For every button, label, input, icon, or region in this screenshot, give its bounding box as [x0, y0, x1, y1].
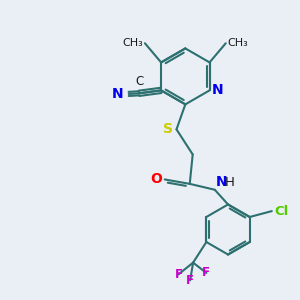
Text: N: N [112, 87, 123, 101]
Text: H: H [225, 176, 235, 189]
Text: F: F [174, 268, 182, 281]
Text: F: F [202, 266, 210, 279]
Text: Cl: Cl [274, 205, 288, 218]
Text: N: N [212, 83, 224, 98]
Text: F: F [186, 274, 194, 287]
Text: O: O [150, 172, 162, 186]
Text: S: S [163, 122, 173, 136]
Text: CH₃: CH₃ [227, 38, 248, 48]
Text: CH₃: CH₃ [123, 38, 143, 48]
Text: N: N [215, 175, 227, 189]
Text: C: C [135, 75, 143, 88]
